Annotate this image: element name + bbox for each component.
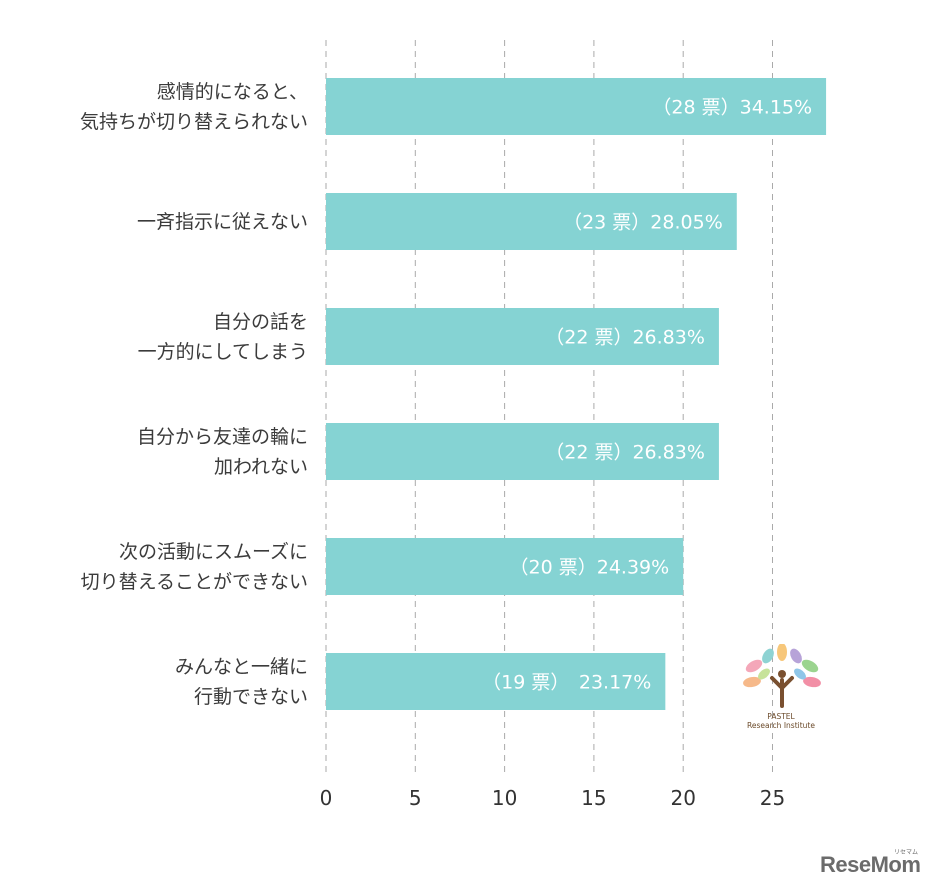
- category-label-line: 加われない: [213, 455, 308, 478]
- category-label-4: 次の活動にスムーズに切り替えることができない: [81, 537, 308, 597]
- pastel-logo: [734, 643, 830, 736]
- category-label-2: 自分の話を一方的にしてしまう: [138, 307, 308, 367]
- tree-icon: [743, 643, 821, 708]
- logo-caption: PASTEL Research Institute: [738, 712, 824, 730]
- category-label-line: みんなと一緒に: [174, 655, 308, 678]
- category-label-line: 自分の話を: [212, 310, 308, 333]
- category-label-0: 感情的になると、気持ちが切り替えられない: [80, 77, 308, 137]
- category-label-line: 切り替えることができない: [80, 570, 308, 593]
- tick-label-5: 5: [409, 786, 422, 810]
- bar-1: [326, 193, 737, 250]
- data-labels: （28 票）34.15% （23 票）28.05% （22 票）26.83% （22 …: [482, 97, 812, 694]
- tick-label-0: 0: [320, 786, 333, 810]
- x-axis-ticks: 0 5 10 15 20 25: [320, 786, 786, 810]
- logo-caption-line2: Research Institute: [747, 721, 815, 730]
- bars: [326, 78, 827, 710]
- data-label-3: （22 票）26.83%: [545, 442, 705, 464]
- category-label-5: みんなと一緒に行動できない: [175, 652, 308, 712]
- data-label-4: （20 票）24.39%: [510, 557, 670, 579]
- data-label-5: （19 票） 23.17%: [482, 672, 651, 694]
- bar-3: [326, 423, 719, 480]
- category-label-line: 一斉指示に従えない: [136, 210, 308, 233]
- tick-label-10: 10: [492, 786, 517, 810]
- watermark-small-text: リセマム: [894, 850, 919, 856]
- tick-label-20: 20: [670, 786, 695, 810]
- bar-2: [326, 308, 719, 365]
- gridlines: [325, 40, 773, 775]
- category-label-line: 感情的になると、: [156, 80, 308, 103]
- watermark-text: ReseMom: [820, 852, 921, 877]
- resemom-watermark: ReseMom リセマム: [820, 850, 921, 878]
- tick-label-25: 25: [760, 786, 785, 810]
- category-label-1: 一斉指示に従えない: [137, 207, 308, 237]
- category-label-line: 行動できない: [193, 685, 308, 708]
- logo-caption-line1: PASTEL: [767, 712, 795, 721]
- category-label-3: 自分から友達の輪に加われない: [137, 422, 308, 482]
- category-label-line: 次の活動にスムーズに: [118, 540, 308, 563]
- data-label-1: （23 票）28.05%: [563, 212, 723, 234]
- tick-label-15: 15: [581, 786, 606, 810]
- category-label-line: 気持ちが切り替えられない: [79, 110, 308, 133]
- bar-0: [326, 78, 827, 135]
- data-label-2: （22 票）26.83%: [545, 327, 705, 349]
- category-label-line: 自分から友達の輪に: [136, 425, 308, 448]
- bar-5: [326, 653, 666, 710]
- data-label-0: （28 票）34.15%: [652, 97, 812, 119]
- category-label-line: 一方的にしてしまう: [137, 340, 308, 363]
- bar-4: [326, 538, 684, 595]
